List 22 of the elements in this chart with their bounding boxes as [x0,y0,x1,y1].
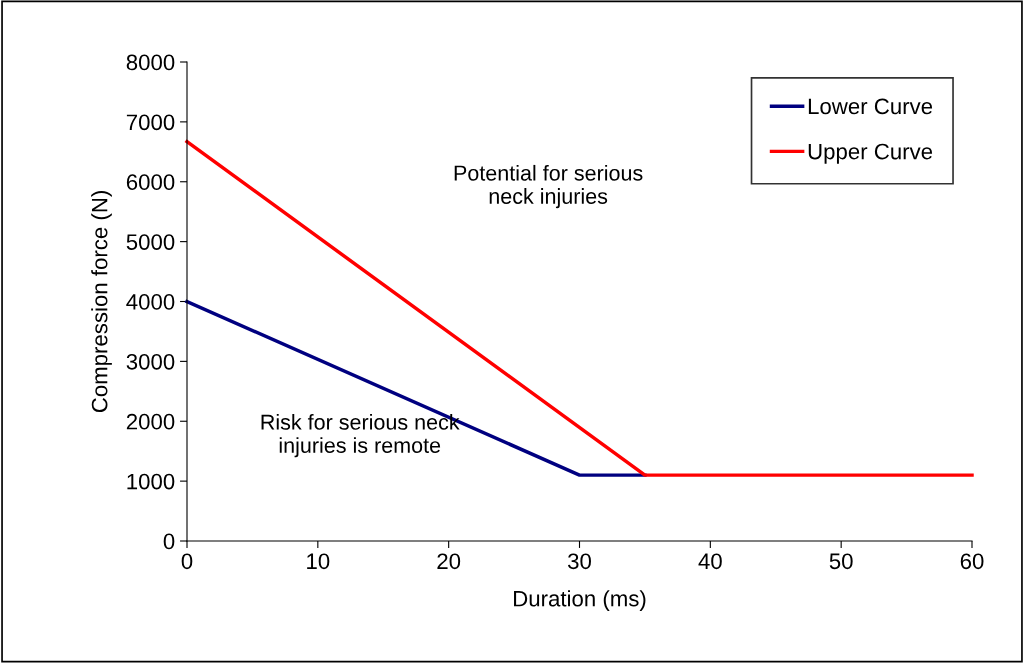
y-tick-label: 2000 [126,413,175,430]
x-tick-label: 40 [698,553,722,570]
legend-label: Lower Curve [808,98,933,115]
y-tick-label: 0 [163,533,175,550]
y-tick-label: 1000 [127,473,175,490]
y-tick-label: 8000 [126,54,175,71]
x-tick-label: 10 [307,553,330,570]
y-axis-title: Compression force (N) [91,191,112,413]
y-tick-label: 7000 [126,114,175,131]
y-tick-label: 4000 [126,294,175,310]
annotation: Potential for serious neck injuries [454,164,643,209]
x-tick-label: 0 [181,553,193,570]
y-tick-label: 6000 [126,174,175,191]
annotation: Risk for serious neck injuries is remote [261,413,460,458]
y-tick-label: 5000 [126,234,175,250]
x-axis-title: Duration (ms) [514,590,646,611]
x-tick-label: 60 [960,553,984,570]
x-tick-label: 30 [567,553,591,570]
x-tick-label: 20 [437,553,461,570]
legend-label: Upper Curve [808,143,933,164]
x-tick-label: 50 [829,553,853,570]
y-tick-label: 3000 [126,353,175,370]
